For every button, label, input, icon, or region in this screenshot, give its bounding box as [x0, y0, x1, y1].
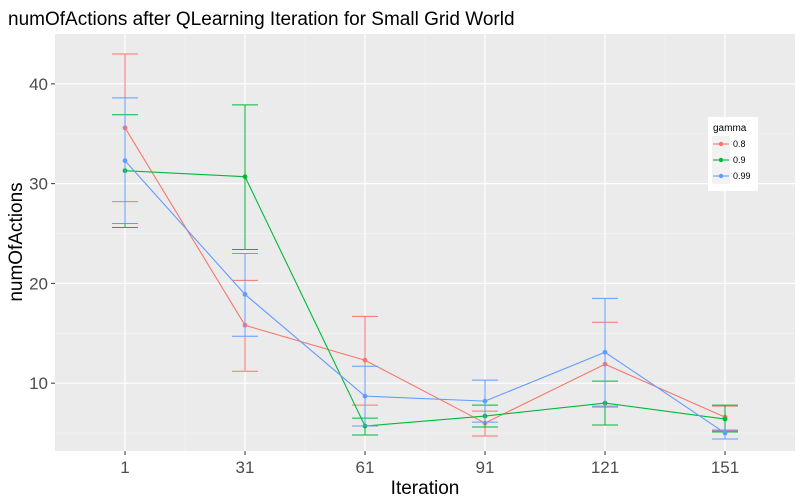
x-tick-label: 91 [476, 458, 495, 477]
legend: gamma 0.8 0.9 0.99 [708, 117, 758, 191]
x-tick-label: 61 [356, 458, 375, 477]
data-point [122, 158, 128, 164]
data-point [722, 430, 728, 436]
data-point [242, 291, 248, 297]
data-point [722, 416, 728, 422]
legend-label: 0.99 [733, 171, 751, 181]
legend-label: 0.9 [733, 155, 746, 165]
minor-gridlines [55, 34, 795, 451]
legend-item-0.99: 0.99 [712, 168, 751, 184]
y-tick-label: 30 [29, 175, 48, 194]
legend-key-point [718, 173, 724, 179]
legend-label: 0.8 [733, 139, 746, 149]
legend-key-point [718, 157, 724, 163]
y-tick-label: 20 [29, 274, 48, 293]
x-axis-title: Iteration [391, 478, 460, 499]
data-point [242, 174, 248, 180]
chart-title: numOfActions after QLearning Iteration f… [8, 9, 515, 30]
series-layer [112, 53, 738, 440]
y-tick-label: 40 [29, 75, 48, 94]
x-axis: 1 31 61 91 121 151 [120, 451, 739, 477]
y-axis: 10 20 30 40 [29, 75, 55, 393]
x-tick-label: 151 [711, 458, 739, 477]
series-0.99 [112, 97, 738, 440]
y-axis-title: numOfActions [6, 182, 27, 301]
data-point [362, 357, 368, 363]
legend-key-point [718, 141, 724, 147]
data-point [482, 398, 488, 404]
series-line [124, 160, 726, 434]
x-tick-label: 121 [591, 458, 619, 477]
x-tick-label: 1 [120, 458, 129, 477]
x-tick-label: 31 [236, 458, 255, 477]
series-line [124, 127, 726, 424]
series-line [124, 170, 726, 427]
data-point [602, 349, 608, 355]
legend-item-0.8: 0.8 [712, 136, 746, 152]
legend-item-0.9: 0.9 [712, 152, 746, 168]
data-point [362, 393, 368, 399]
legend-title: gamma [713, 123, 747, 134]
y-tick-label: 10 [29, 374, 48, 393]
